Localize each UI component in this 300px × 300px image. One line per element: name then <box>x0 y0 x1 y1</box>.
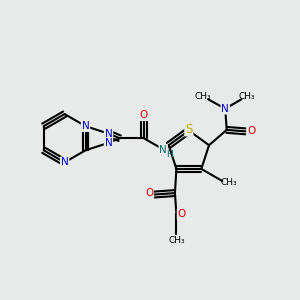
Text: O: O <box>178 209 186 219</box>
Text: CH₃: CH₃ <box>238 92 255 101</box>
Text: N: N <box>221 104 229 114</box>
Text: N: N <box>61 158 68 167</box>
Text: H: H <box>167 150 173 159</box>
Text: CH₃: CH₃ <box>168 236 185 245</box>
Text: CH₃: CH₃ <box>194 92 211 101</box>
Text: N: N <box>82 121 89 131</box>
Text: S: S <box>185 123 193 136</box>
Text: N: N <box>159 145 167 155</box>
Text: O: O <box>145 188 153 198</box>
Text: N: N <box>105 138 112 148</box>
Text: CH₃: CH₃ <box>220 178 237 187</box>
Text: O: O <box>247 126 255 136</box>
Text: N: N <box>105 129 112 139</box>
Text: O: O <box>140 110 148 120</box>
